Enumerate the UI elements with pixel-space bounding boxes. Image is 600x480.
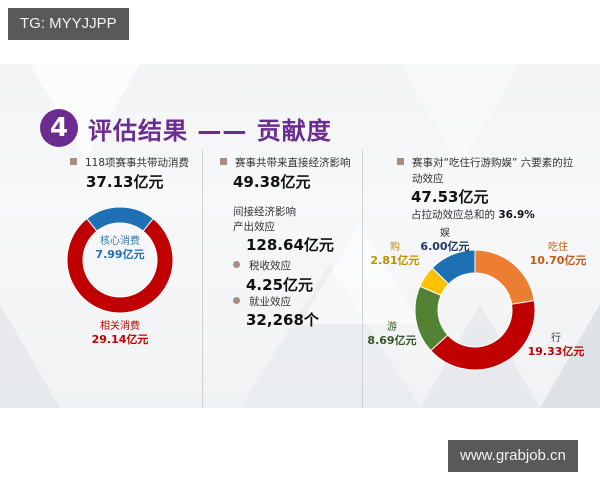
section-number-badge: 4 xyxy=(40,109,78,147)
bullet-square-icon xyxy=(220,157,227,165)
six-elements-share: 占拉动效应总和的 36.9% xyxy=(411,209,535,221)
consumption-label: 118项赛事共带动消费 xyxy=(70,155,189,170)
six-elements-label: 赛事对“吃住行游购娱” 六要素的拉 xyxy=(397,155,573,170)
direct-impact-label: 赛事共带来直接经济影响 xyxy=(220,155,351,170)
slide: 4 评估结果 —— 贡献度 118项赛事共带动消费 37.13亿元 核心消费 7… xyxy=(0,64,600,408)
column-divider xyxy=(362,150,363,408)
six-elements-donut-chart xyxy=(414,249,536,371)
transport-label: 行 19.33亿元 xyxy=(527,333,585,358)
related-consumption-label: 相关消费 29.14亿元 xyxy=(91,321,149,346)
indirect-impact-heading: 间接经济影响 xyxy=(233,206,296,218)
watermark-bottom: www.grabjob.cn xyxy=(448,440,578,472)
consumption-total: 37.13亿元 xyxy=(86,173,164,191)
donut-segment xyxy=(66,217,174,314)
six-elements-total: 47.53亿元 xyxy=(411,188,489,206)
tax-effect-value: 4.25亿元 xyxy=(246,276,314,294)
bullet-square-icon xyxy=(70,157,77,165)
output-effect-value: 128.64亿元 xyxy=(246,236,334,254)
bullet-square-icon xyxy=(397,157,404,165)
jobs-effect-value: 32,268个 xyxy=(246,311,319,329)
column-divider xyxy=(202,150,203,408)
donut-segment xyxy=(430,300,536,371)
output-effect-label: 产出效应 xyxy=(233,221,275,233)
shopping-label: 购 2.81亿元 xyxy=(370,242,420,267)
bullet-dot-icon xyxy=(233,296,240,304)
donut-segment xyxy=(474,249,535,305)
direct-impact-value: 49.38亿元 xyxy=(233,173,311,191)
six-elements-label-cont: 动效应 xyxy=(412,173,444,185)
donut-segment xyxy=(86,206,154,232)
bullet-dot-icon xyxy=(233,260,240,268)
core-consumption-label: 核心消费 7.99亿元 xyxy=(95,236,145,261)
tourism-label: 游 8.69亿元 xyxy=(367,322,417,347)
food-lodging-label: 吃住 10.70亿元 xyxy=(529,242,587,267)
page-title: 评估结果 —— 贡献度 xyxy=(88,117,332,145)
tax-effect-label: 税收效应 xyxy=(233,258,291,273)
jobs-effect-label: 就业效应 xyxy=(233,294,291,309)
donut-segment xyxy=(431,249,476,285)
entertainment-label: 娱 6.00亿元 xyxy=(420,228,470,253)
watermark-top: TG: MYYJJPP xyxy=(8,8,129,40)
consumption-donut-chart xyxy=(66,206,174,314)
